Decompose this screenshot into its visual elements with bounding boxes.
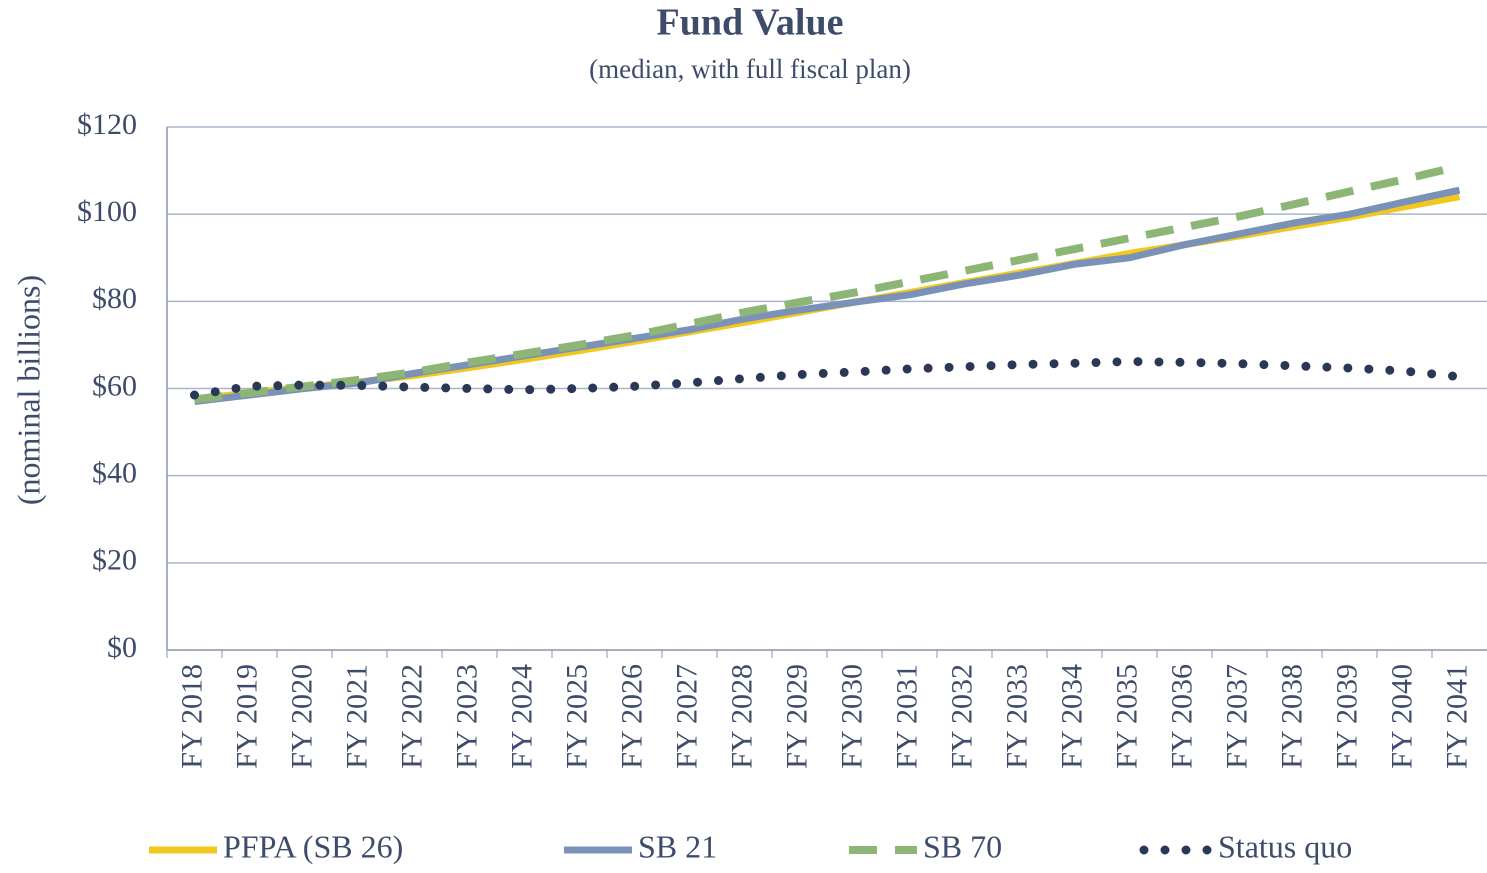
- x-tick-label: FY 2035: [1110, 664, 1143, 769]
- chart-subtitle: (median, with full fiscal plan): [589, 54, 911, 84]
- x-tick-label: FY 2027: [670, 664, 703, 769]
- x-tick-label: FY 2032: [945, 664, 978, 769]
- x-tick-label: FY 2023: [450, 664, 483, 769]
- series-line: [194, 186, 1461, 406]
- y-tick-label: $100: [77, 195, 137, 228]
- x-tick-label: FY 2031: [890, 664, 923, 769]
- x-tick-label: FY 2037: [1220, 664, 1253, 769]
- legend-label: SB 21: [638, 828, 717, 864]
- legend-label: PFPA (SB 26): [223, 828, 403, 864]
- y-tick-label: $120: [77, 108, 137, 141]
- x-tick-label: FY 2024: [505, 664, 538, 769]
- x-tick-label: FY 2025: [560, 664, 593, 769]
- legend-label: Status quo: [1218, 828, 1352, 864]
- x-tick-label: FY 2020: [285, 664, 318, 769]
- x-tick-label: FY 2039: [1330, 664, 1363, 769]
- legend-label: SB 70: [923, 828, 1002, 864]
- y-axis-label: (nominal billions): [10, 275, 46, 505]
- x-tick-label: FY 2030: [835, 664, 868, 769]
- y-tick-label: $0: [107, 631, 137, 664]
- x-tick-label: FY 2021: [340, 664, 373, 769]
- y-tick-label: $60: [92, 369, 137, 402]
- x-tick-label: FY 2022: [395, 664, 428, 769]
- series-line: [190, 356, 1464, 400]
- series-line: [194, 162, 1461, 404]
- x-tick-label: FY 2029: [780, 664, 813, 769]
- x-tick-label: FY 2038: [1275, 664, 1308, 769]
- x-tick-label: FY 2040: [1385, 664, 1418, 769]
- x-tick-label: FY 2018: [175, 664, 208, 769]
- chart-title: Fund Value: [657, 2, 844, 44]
- x-tick-label: FY 2019: [230, 664, 263, 769]
- y-tick-label: $80: [92, 282, 137, 315]
- x-tick-label: FY 2034: [1055, 664, 1088, 769]
- x-tick-label: FY 2026: [615, 664, 648, 769]
- y-tick-label: $40: [92, 457, 137, 490]
- x-tick-label: FY 2036: [1165, 664, 1198, 769]
- x-tick-label: FY 2028: [725, 664, 758, 769]
- y-tick-label: $20: [92, 544, 137, 577]
- x-tick-label: FY 2033: [1000, 664, 1033, 769]
- x-tick-label: FY 2041: [1440, 664, 1473, 769]
